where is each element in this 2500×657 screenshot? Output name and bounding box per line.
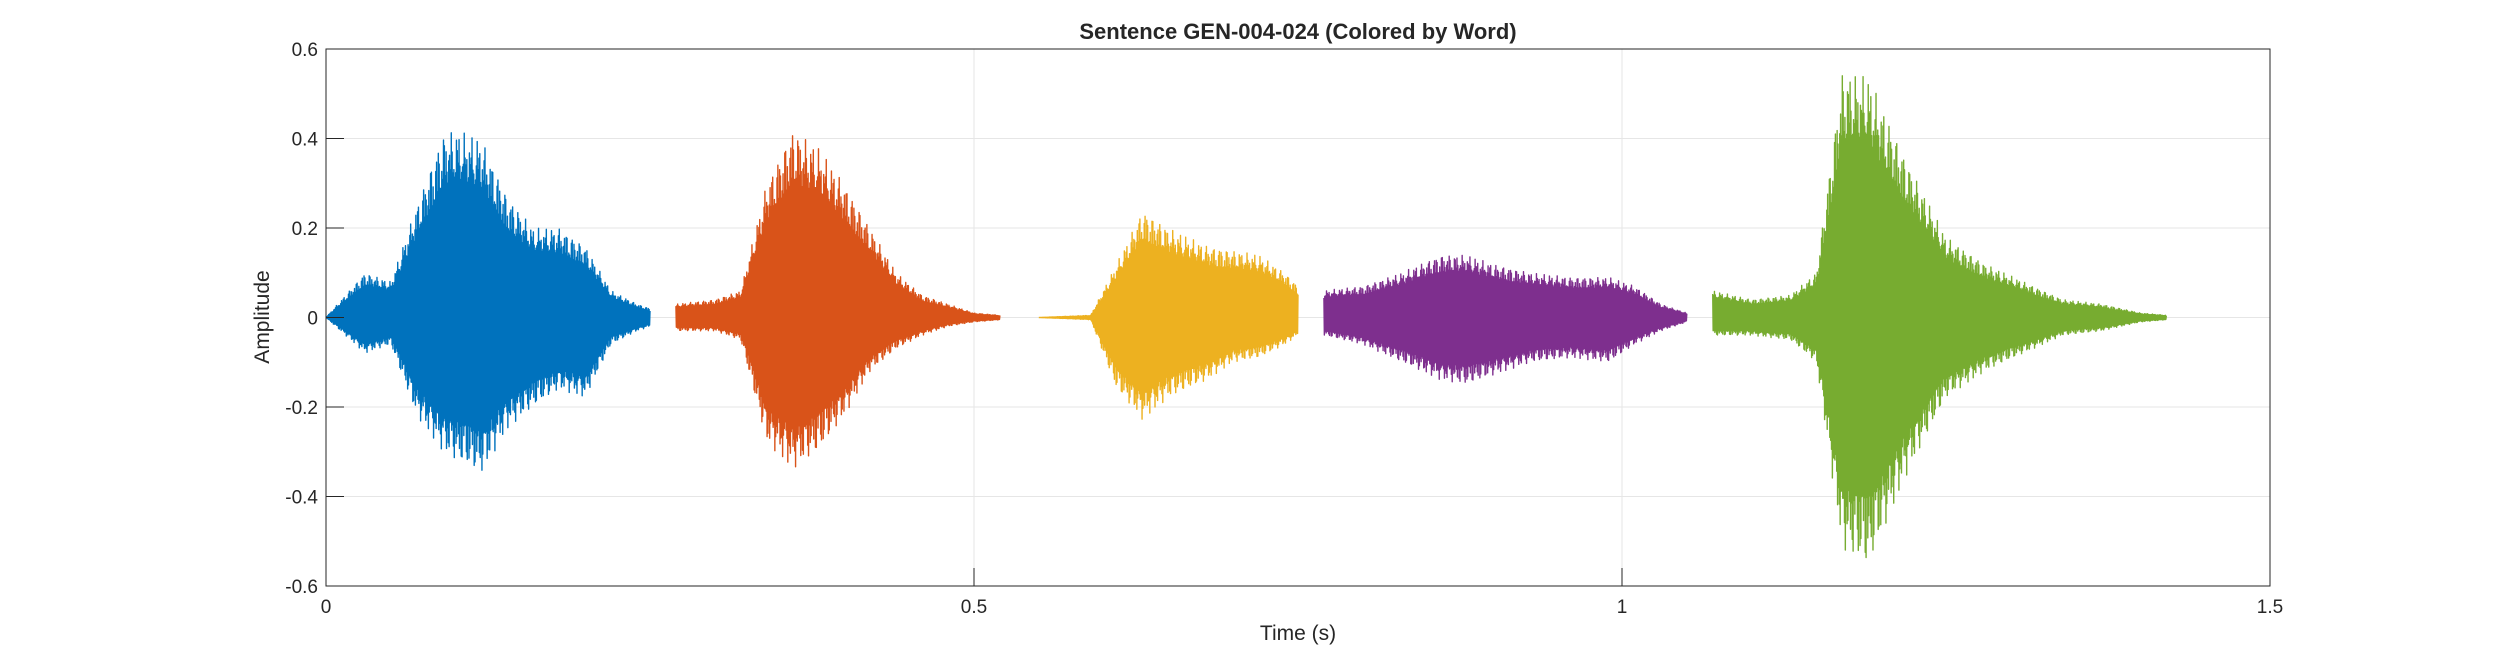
word-waveform-4: [1323, 254, 1688, 383]
y-tick-label-5: -0.4: [285, 488, 318, 509]
word-waveform-3: [1038, 215, 1299, 420]
chart-title: Sentence GEN-004-024 (Colored by Word): [1079, 19, 1516, 44]
y-axis-label: Amplitude: [251, 270, 274, 363]
x-tick-label-2: 1: [1617, 597, 1628, 618]
y-tick-label-6: -0.6: [285, 577, 318, 598]
y-tick-label-0: 0.6: [292, 40, 318, 61]
x-tick-label-3: 1.5: [2257, 597, 2283, 618]
series-layer: [325, 75, 2168, 559]
x-tick-label-1: 0.5: [961, 597, 987, 618]
y-tick-label-3: 0: [307, 309, 318, 330]
word-waveform-5: [1712, 75, 2168, 559]
word-waveform-2: [675, 135, 1001, 468]
ticks: 0 0.5 1 1.5 0.6 0.4 0.2 0 -0.2 -0.4 -0.6: [285, 40, 2283, 618]
word-waveform-1: [325, 132, 651, 471]
y-tick-label-1: 0.4: [292, 130, 319, 151]
x-tick-label-0: 0: [321, 597, 332, 618]
y-tick-label-4: -0.2: [285, 398, 318, 419]
x-axis-label: Time (s): [1260, 622, 1336, 645]
y-tick-label-2: 0.2: [292, 219, 318, 240]
